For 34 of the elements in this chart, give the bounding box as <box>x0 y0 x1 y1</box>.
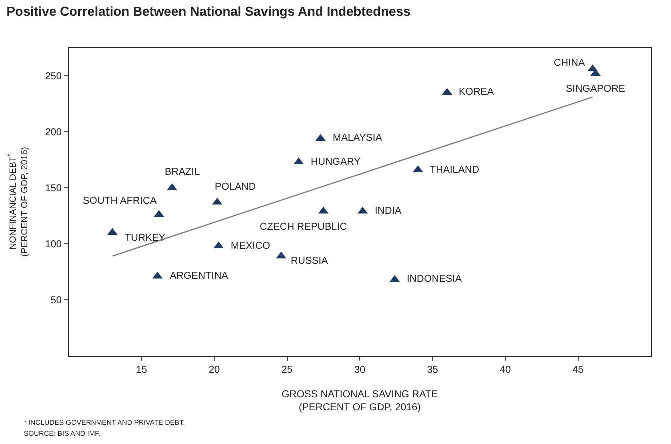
annotation: INDIA <box>375 206 402 217</box>
annotation: POLAND <box>215 182 256 193</box>
annotation: TURKEY <box>125 233 166 244</box>
chart-title: Positive Correlation Between National Savings And Indebtedness <box>6 4 411 19</box>
y-tick-label: 250 <box>45 72 62 82</box>
annotation: SINGAPORE <box>566 84 626 95</box>
x-tick-label: 45 <box>572 365 584 376</box>
x-tick-label: 30 <box>354 365 366 376</box>
annotation: CZECH REPUBLIC <box>260 222 348 233</box>
annotation: ARGENTINA <box>170 271 229 282</box>
y-axis-title: NONFINANCIAL DEBT$^{*}$ (PERCENT OF GDP, 2016) <box>7 147 30 257</box>
annotation: THAILAND <box>430 165 480 176</box>
x-tick-label: 25 <box>282 365 294 376</box>
point <box>442 88 452 96</box>
y-tick-label: 150 <box>45 184 62 194</box>
annotation: BRAZIL <box>165 167 200 178</box>
x-tick-label: 35 <box>427 365 439 376</box>
y-tick-label: 50 <box>50 296 62 306</box>
x-tick-label: 40 <box>500 365 512 376</box>
x-tick-label: 20 <box>208 365 220 376</box>
point <box>154 210 164 218</box>
annotation: SOUTH AFRICA <box>83 196 158 207</box>
annotation: HUNGARY <box>311 157 362 168</box>
point <box>152 272 163 279</box>
x-axis-title: GROSS NATIONAL SAVING RATE (PERCENT OF GDP, 2016) <box>282 390 438 414</box>
y-tick-label: 100 <box>45 240 62 250</box>
annotation: MALAYSIA <box>333 133 383 144</box>
annotation: CHINA <box>554 58 586 69</box>
y-tick-label: 200 <box>45 128 62 138</box>
x-tick-label: 15 <box>136 365 148 376</box>
annotation: RUSSIA <box>291 256 329 267</box>
annotation: KOREA <box>459 87 494 98</box>
annotation: INDONESIA <box>407 274 462 285</box>
annotation: MEXICO <box>231 241 271 252</box>
